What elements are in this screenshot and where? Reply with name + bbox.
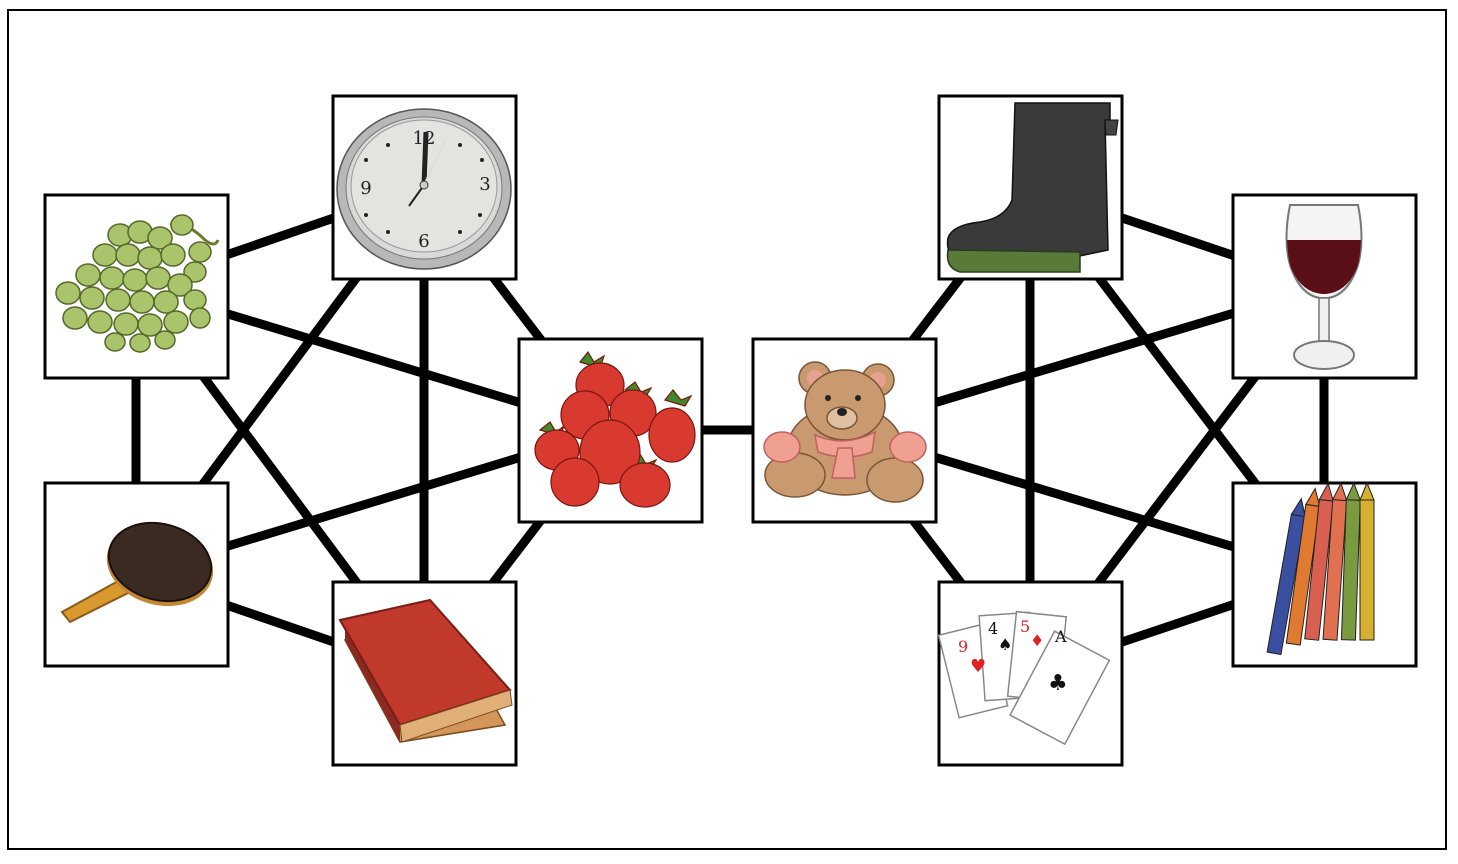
nodes: 12 3 6 9 (43, 94, 1418, 767)
diamond-icon: ♦ (1030, 631, 1044, 650)
node-crayons[interactable] (1231, 481, 1418, 668)
node-boot[interactable] (937, 94, 1124, 281)
card-a-rank: A (1054, 627, 1067, 646)
clock-icon: 12 3 6 9 (336, 108, 512, 270)
heart-icon: ♥ (970, 656, 986, 677)
spade-icon: ♠ (998, 635, 1012, 654)
playing-cards-icon: 9 4 5 A ♥ ♠ ♦ ♣ (937, 610, 1111, 746)
card-4-rank: 4 (988, 619, 998, 638)
book-icon (338, 598, 513, 743)
clock-numeral-9: 9 (360, 178, 371, 199)
node-wine[interactable] (1231, 193, 1418, 380)
strawberries-icon (534, 350, 696, 508)
node-teddy[interactable] (751, 337, 938, 524)
edges (131, 182, 1329, 678)
teddy-bear-icon (763, 361, 927, 503)
node-strawberries[interactable] (517, 337, 704, 524)
node-clock[interactable]: 12 3 6 9 (331, 94, 518, 281)
node-paddle[interactable] (43, 481, 230, 668)
club-icon: ♣ (1048, 671, 1068, 696)
card-5-rank: 5 (1020, 617, 1030, 636)
wine-glass-icon (1285, 204, 1363, 370)
node-grapes[interactable] (43, 193, 230, 380)
card-9-rank: 9 (958, 637, 968, 656)
grapes-icon (55, 214, 220, 353)
node-book[interactable] (331, 580, 518, 767)
clock-numeral-3: 3 (479, 174, 490, 195)
crayons-icon (1266, 481, 1375, 656)
ping-pong-paddle-icon (60, 521, 214, 624)
clock-numeral-6: 6 (418, 231, 429, 252)
node-cards[interactable]: 9 4 5 A ♥ ♠ ♦ ♣ (937, 580, 1124, 767)
rain-boot-icon (946, 102, 1119, 273)
